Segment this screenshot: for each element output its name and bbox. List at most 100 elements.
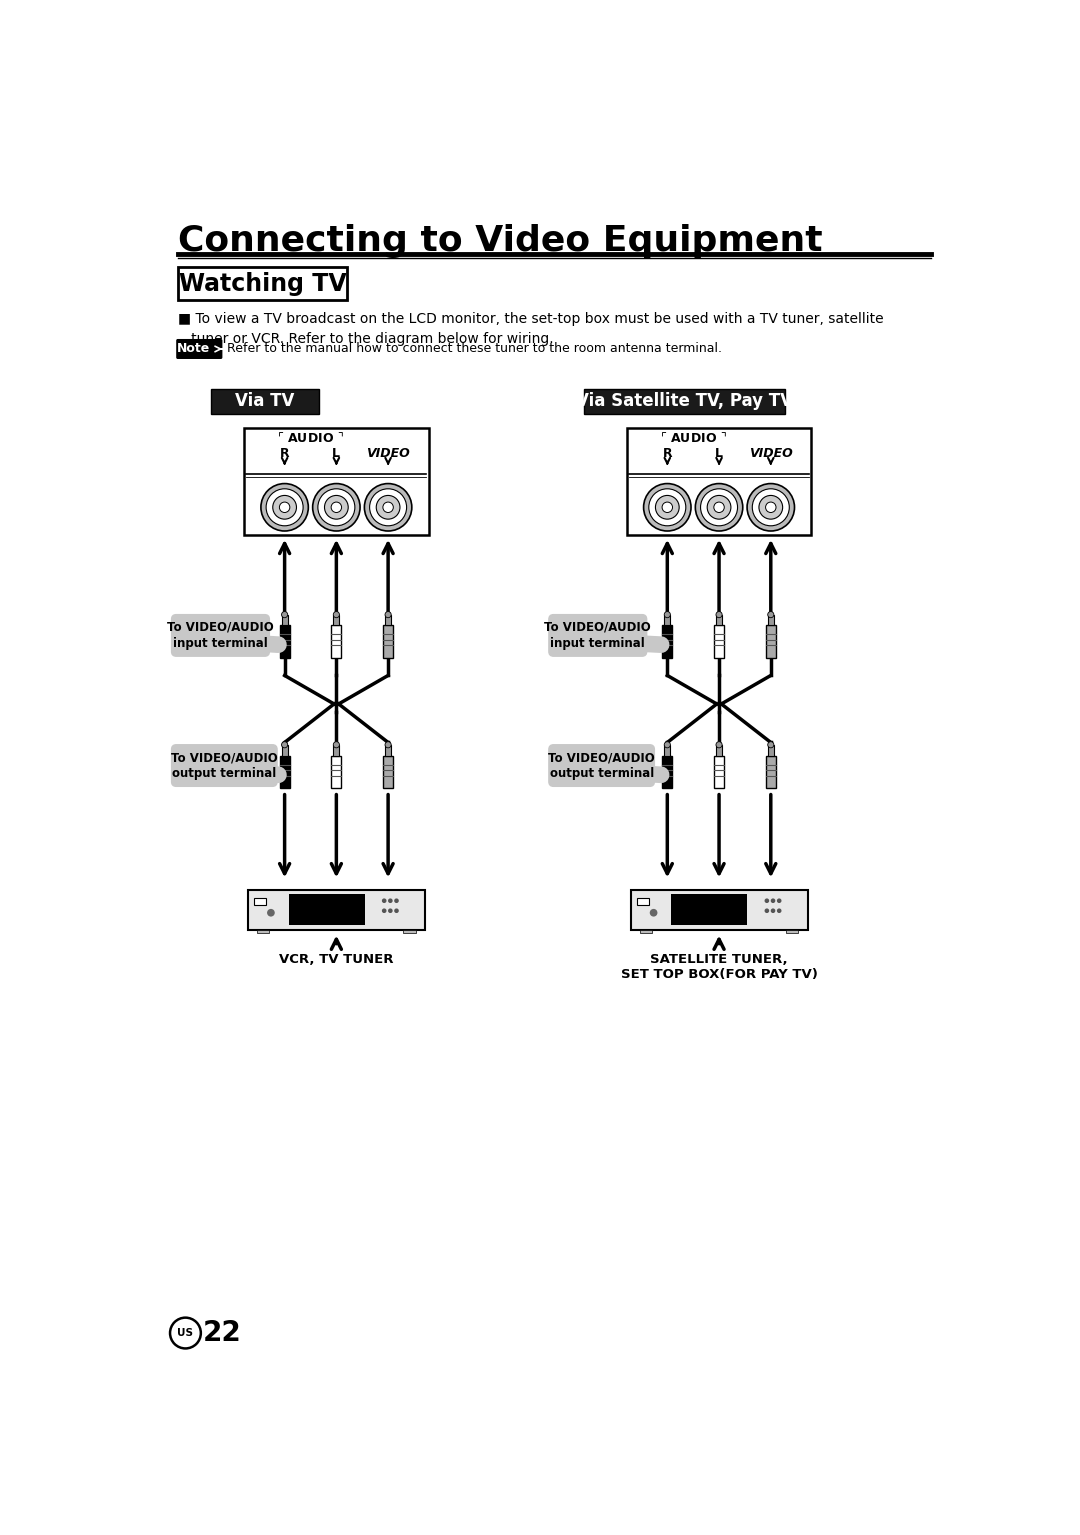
Bar (211, 388, 319, 413)
Circle shape (771, 909, 775, 913)
Circle shape (656, 496, 679, 519)
FancyBboxPatch shape (176, 339, 222, 359)
Bar (639, 930, 652, 933)
Text: Via TV: Via TV (235, 393, 295, 410)
Text: SATELLITE TUNER,
SET TOP BOX(FOR PAY TV): SATELLITE TUNER, SET TOP BOX(FOR PAY TV) (621, 953, 818, 981)
Bar (403, 930, 416, 933)
Circle shape (383, 502, 393, 513)
Circle shape (771, 898, 775, 903)
FancyBboxPatch shape (549, 614, 647, 655)
Circle shape (388, 909, 393, 913)
Bar (631, 889, 808, 930)
Bar (288, 893, 365, 924)
Bar (247, 889, 424, 930)
Bar (766, 755, 775, 787)
Text: $\mathsf{\ulcorner}$ AUDIO $\mathsf{\urcorner}$: $\mathsf{\ulcorner}$ AUDIO $\mathsf{\urc… (278, 431, 343, 445)
Bar (714, 755, 724, 787)
Circle shape (777, 909, 782, 913)
Circle shape (388, 898, 393, 903)
Circle shape (714, 502, 725, 513)
Circle shape (282, 741, 287, 748)
Bar (662, 755, 673, 787)
Circle shape (664, 611, 671, 617)
Circle shape (312, 484, 360, 531)
Circle shape (664, 741, 671, 748)
Bar (664, 744, 671, 755)
Circle shape (649, 488, 686, 527)
Bar (178, 267, 347, 299)
Circle shape (777, 898, 782, 903)
Text: To VIDEO/AUDIO
input terminal: To VIDEO/AUDIO input terminal (167, 622, 274, 649)
Text: Note: Note (176, 342, 210, 356)
Circle shape (768, 741, 774, 748)
Text: To VIDEO/AUDIO
output terminal: To VIDEO/AUDIO output terminal (171, 751, 278, 780)
Bar (584, 388, 784, 413)
Text: To VIDEO/AUDIO
input terminal: To VIDEO/AUDIO input terminal (544, 622, 651, 649)
Bar (280, 755, 289, 787)
Bar (716, 744, 723, 755)
Circle shape (644, 484, 691, 531)
Circle shape (766, 502, 777, 513)
Circle shape (282, 611, 287, 617)
Bar (282, 614, 287, 625)
Bar (716, 614, 723, 625)
Text: Watching TV: Watching TV (178, 272, 347, 296)
Bar (254, 898, 267, 906)
Bar (768, 614, 774, 625)
Text: 22: 22 (202, 1319, 241, 1348)
Text: VCR, TV TUNER: VCR, TV TUNER (279, 953, 393, 966)
Circle shape (662, 502, 673, 513)
Circle shape (273, 496, 297, 519)
Circle shape (716, 611, 723, 617)
Text: ■ To view a TV broadcast on the LCD monitor, the set-top box must be used with a: ■ To view a TV broadcast on the LCD moni… (178, 312, 883, 345)
Bar (626, 428, 811, 536)
Bar (332, 625, 341, 659)
Text: R: R (662, 447, 672, 460)
Circle shape (765, 909, 769, 913)
Circle shape (394, 909, 399, 913)
Circle shape (707, 496, 731, 519)
Bar (662, 625, 673, 659)
Circle shape (386, 741, 391, 748)
Circle shape (261, 484, 308, 531)
Text: Refer to the manual how to connect these tuner to the room antenna terminal.: Refer to the manual how to connect these… (227, 342, 723, 356)
Bar (672, 893, 747, 924)
Text: Connecting to Video Equipment: Connecting to Video Equipment (178, 224, 822, 258)
Text: VIDEO: VIDEO (748, 447, 793, 460)
Bar (334, 614, 339, 625)
Circle shape (716, 741, 723, 748)
Text: VIDEO: VIDEO (366, 447, 410, 460)
Circle shape (394, 898, 399, 903)
Bar (636, 898, 649, 906)
Text: Via Satellite TV, Pay TV: Via Satellite TV, Pay TV (576, 393, 793, 410)
Text: L: L (333, 447, 340, 460)
Circle shape (318, 488, 355, 527)
Text: US: US (177, 1328, 193, 1339)
Circle shape (267, 909, 274, 916)
Circle shape (701, 488, 738, 527)
Circle shape (650, 909, 658, 916)
Bar (768, 744, 774, 755)
Bar (383, 755, 393, 787)
Text: To VIDEO/AUDIO
output terminal: To VIDEO/AUDIO output terminal (549, 751, 654, 780)
FancyBboxPatch shape (172, 744, 278, 786)
Bar (386, 744, 391, 755)
Circle shape (280, 502, 289, 513)
Circle shape (364, 484, 411, 531)
Circle shape (334, 611, 339, 617)
Circle shape (332, 502, 341, 513)
Circle shape (266, 488, 303, 527)
Circle shape (747, 484, 795, 531)
Bar (386, 614, 391, 625)
Circle shape (382, 898, 387, 903)
Bar (282, 744, 287, 755)
Bar (334, 744, 339, 755)
Bar (332, 755, 341, 787)
Circle shape (376, 496, 400, 519)
Circle shape (386, 611, 391, 617)
Bar (280, 625, 289, 659)
Text: L: L (715, 447, 723, 460)
Bar (714, 625, 724, 659)
Circle shape (369, 488, 406, 527)
Circle shape (765, 898, 769, 903)
